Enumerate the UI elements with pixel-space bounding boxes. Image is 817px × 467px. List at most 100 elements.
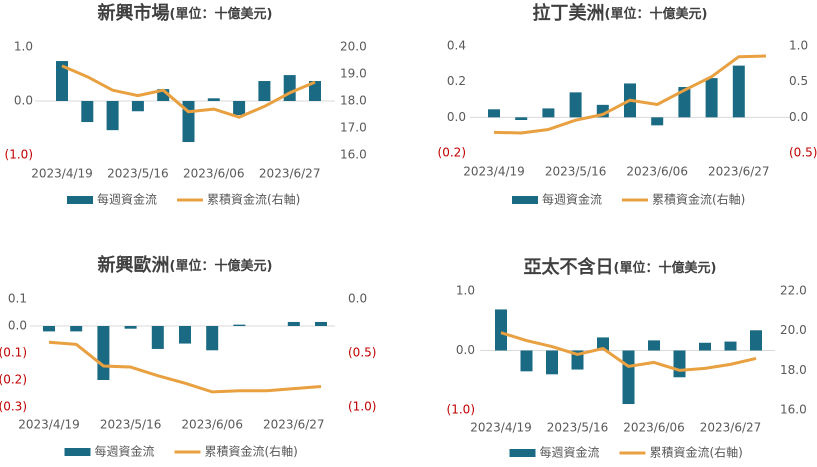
- bar: [732, 65, 745, 118]
- y-tick-label: (1.0): [5, 148, 33, 162]
- legend-label: 每週資金流: [97, 192, 157, 207]
- cumulative-line: [61, 64, 316, 119]
- chart-title: 亞太不含日(單位：十億美元): [524, 256, 717, 278]
- bar: [673, 350, 686, 378]
- bar: [97, 326, 110, 380]
- y2-tick-label: (1.0): [348, 400, 376, 414]
- bar: [157, 89, 170, 101]
- bar: [309, 81, 321, 101]
- x-tick-label: 2023/6/27: [263, 418, 325, 432]
- y2-tick-label: 19.0: [340, 67, 367, 81]
- bar: [705, 78, 718, 118]
- y2-tick-label: (0.5): [789, 146, 817, 160]
- bar: [287, 321, 300, 326]
- bar: [151, 326, 164, 349]
- cumulative-line: [500, 331, 757, 372]
- bar: [651, 117, 664, 126]
- legend-swatch: [64, 448, 91, 456]
- bar: [43, 326, 55, 332]
- bar: [81, 101, 94, 123]
- chart-panel: 新興歐洲(單位：十億美元) (0.3) (0.2) (0.1) 0.0 0.1 (1.0) (…: [0, 254, 376, 459]
- y-tick-label: 0.0: [8, 319, 27, 333]
- y2-tick-label: 20.0: [780, 323, 807, 337]
- title-unit: (單位：十億美元): [170, 258, 273, 274]
- y-tick-label: 0.2: [447, 74, 466, 88]
- x-tick-label: 2023/4/19: [31, 167, 93, 181]
- title-main: 新興歐洲: [98, 254, 170, 276]
- x-tick-label: 2023/5/16: [100, 418, 162, 432]
- y-tick-label: (0.3): [0, 400, 27, 414]
- cumulative-line: [48, 340, 322, 394]
- bar: [70, 326, 83, 332]
- y2-tick-label: 18.0: [340, 94, 367, 108]
- bar: [750, 330, 762, 351]
- bar: [56, 61, 68, 101]
- chart-title: 拉丁美洲(單位：十億美元): [533, 2, 708, 24]
- bar: [542, 108, 555, 118]
- title-unit: (單位：十億美元): [605, 6, 708, 22]
- y-tick-label: (0.2): [438, 146, 466, 160]
- bar: [233, 101, 246, 116]
- x-tick-label: 2023/4/19: [463, 165, 525, 179]
- chart-title: 新興歐洲(單位：十億美元): [98, 254, 273, 276]
- legend-label: 累積資金流(右軸): [650, 445, 743, 460]
- x-tick-label: 2023/5/16: [547, 421, 609, 435]
- title-unit: (單位：十億美元): [170, 6, 273, 22]
- title-main: 亞太不含日: [524, 256, 614, 278]
- y-tick-label: 0.0: [447, 110, 466, 124]
- bar: [699, 342, 711, 351]
- y2-tick-label: 1.0: [789, 39, 808, 53]
- legend-swatch: [509, 449, 536, 457]
- y-tick-label: (0.2): [0, 373, 27, 387]
- bar: [597, 337, 609, 351]
- y2-tick-label: 17.0: [340, 121, 367, 135]
- bar: [678, 87, 691, 118]
- x-tick-label: 2023/6/06: [183, 167, 245, 181]
- y-tick-label: 0.4: [447, 39, 466, 53]
- y2-tick-label: 0.0: [348, 292, 367, 306]
- legend-label: 每週資金流: [95, 444, 155, 459]
- y2-tick-label: 22.0: [780, 284, 807, 298]
- bar: [207, 98, 220, 101]
- chart-panel: 新興市場(單位：十億美元) (1.0) 0.0 1.0 16.0 17.0 18.0 19.0…: [5, 2, 367, 207]
- y-tick-label: 0.1: [8, 292, 27, 306]
- legend-label: 累積資金流(右軸): [205, 444, 298, 459]
- chart-title: 新興市場(單位：十億美元): [98, 2, 273, 24]
- y2-tick-label: 16.0: [780, 403, 807, 417]
- x-tick-label: 2023/6/27: [259, 167, 321, 181]
- x-tick-label: 2023/6/06: [626, 165, 688, 179]
- bar: [124, 326, 137, 329]
- y2-tick-label: 0.5: [789, 74, 808, 88]
- bar: [622, 350, 635, 405]
- x-tick-label: 2023/5/16: [107, 167, 169, 181]
- bar: [724, 341, 737, 351]
- bar: [233, 324, 246, 326]
- legend-label: 累積資金流(右軸): [652, 192, 745, 207]
- title-main: 新興市場: [98, 2, 170, 24]
- bar: [546, 350, 558, 375]
- bar: [179, 326, 191, 344]
- bar: [283, 75, 296, 101]
- y2-tick-label: (0.5): [348, 346, 376, 360]
- y2-tick-label: 0.0: [789, 110, 808, 124]
- y-tick-label: 0.0: [456, 343, 475, 357]
- bar: [258, 81, 271, 101]
- bar: [495, 309, 507, 351]
- cumulative-line: [493, 54, 767, 135]
- chart-panel: 拉丁美洲(單位：十億美元) (0.2) 0.0 0.2 0.4 (0.5) 0.0 0.5 1.…: [438, 2, 817, 207]
- x-tick-label: 2023/6/27: [708, 165, 770, 179]
- bar: [648, 340, 660, 351]
- bar: [488, 109, 500, 118]
- legend-label: 每週資金流: [540, 445, 600, 460]
- x-tick-label: 2023/6/06: [623, 421, 685, 435]
- x-tick-label: 2023/4/19: [470, 421, 532, 435]
- x-tick-label: 2023/6/27: [700, 421, 762, 435]
- bar: [520, 350, 533, 372]
- chart-panel: 亞太不含日(單位：十億美元) (1.0) 0.0 1.0 16.0 18.0 20.0 22.…: [447, 256, 807, 460]
- bar: [515, 117, 528, 121]
- legend-swatch: [67, 196, 93, 204]
- bar: [315, 321, 327, 326]
- bar: [131, 101, 144, 112]
- y-tick-label: (0.1): [0, 346, 27, 360]
